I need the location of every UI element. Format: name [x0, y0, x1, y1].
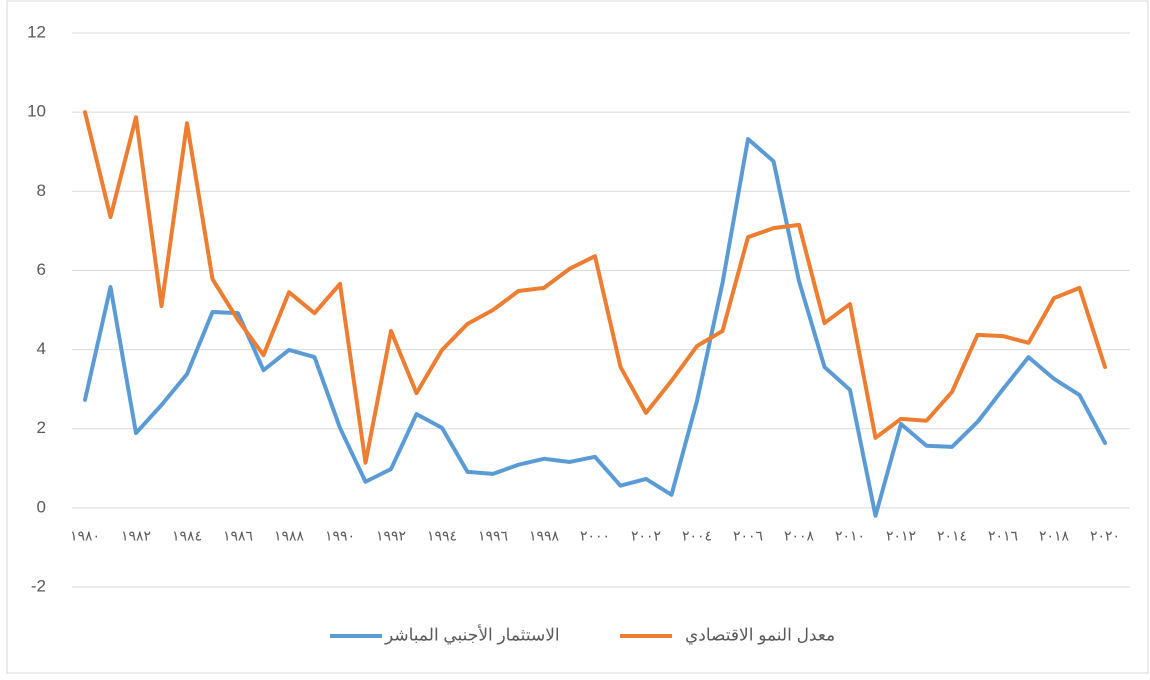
x-tick-label: ٢٠١٢	[886, 528, 916, 544]
x-tick-label: ٢٠٠٦	[733, 528, 763, 544]
x-tick-label: ٢٠٠٨	[784, 528, 815, 544]
y-tick-label: 10	[27, 102, 46, 121]
series-line	[83, 137, 1107, 518]
x-tick-label: ٢٠١٨	[1039, 528, 1070, 544]
x-tick-label: ٢٠١٠	[835, 528, 865, 544]
y-tick-label: 12	[27, 22, 46, 41]
x-tick-label: ٢٠٠٠	[580, 528, 610, 544]
x-tick-label: ١٩٨٤	[172, 528, 202, 544]
x-tick-label: ٢٠١٦	[988, 528, 1018, 544]
y-tick-label: 6	[37, 260, 46, 279]
y-tick-label: 2	[37, 418, 46, 437]
x-tick-label: ١٩٩٠	[325, 528, 355, 544]
series-line	[83, 110, 1107, 465]
chart-border	[6, 0, 1149, 674]
x-tick-label: ١٩٩٤	[427, 528, 457, 544]
x-tick-label: ٢٠٢٠	[1090, 528, 1120, 544]
x-tick-label: ١٩٨٢	[121, 528, 151, 544]
x-tick-label: ٢٠٠٤	[682, 528, 712, 544]
x-tick-label: ٢٠٠٢	[631, 528, 661, 544]
x-tick-label: ١٩٩٨	[529, 528, 560, 544]
legend-label: الاستثمار الأجنبي المباشر	[384, 624, 560, 645]
legend-label: معدل النمو الاقتصادي	[685, 625, 835, 645]
y-tick-label: 4	[37, 339, 46, 358]
x-tick-label: ١٩٨٦	[223, 528, 253, 544]
x-tick-label: ٢٠١٤	[937, 528, 967, 544]
y-tick-label: 8	[37, 181, 46, 200]
y-tick-label: -2	[31, 576, 46, 595]
x-tick-label: ١٩٩٢	[376, 528, 406, 544]
x-tick-label: ١٩٨٨	[274, 528, 305, 544]
y-tick-label: 0	[37, 497, 46, 516]
x-tick-label: ١٩٩٦	[478, 528, 508, 544]
x-tick-label: ١٩٨٠	[70, 528, 100, 544]
